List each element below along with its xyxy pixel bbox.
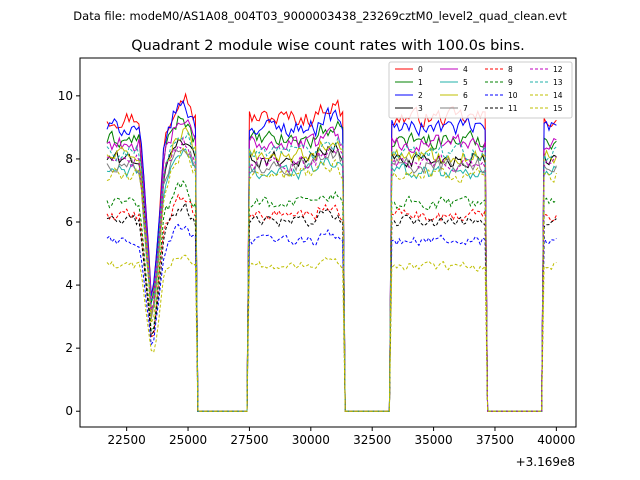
series-line-7 [106, 147, 557, 412]
legend-box [388, 61, 573, 119]
x-tick-label: 37500 [476, 433, 514, 447]
x-tick-label: 25000 [169, 433, 207, 447]
legend-label-15: 15 [553, 104, 563, 113]
x-tick-label: 27500 [230, 433, 268, 447]
series-line-1 [106, 115, 557, 412]
series-line-5 [106, 148, 557, 412]
legend-label-9: 9 [508, 78, 513, 87]
legend-label-13: 13 [553, 78, 563, 87]
series-line-4 [106, 118, 557, 412]
chart-title: Quadrant 2 module wise count rates with … [131, 38, 525, 54]
y-tick-label: 4 [65, 278, 73, 292]
legend-label-14: 14 [553, 91, 563, 100]
legend-label-3: 3 [418, 104, 423, 113]
y-tick-label: 10 [58, 89, 73, 103]
axis-ticks: 22500 25000 27500 30000 32500 35000 37500 40000… [58, 89, 576, 447]
series-line-13 [106, 131, 557, 412]
y-tick-label: 0 [65, 404, 73, 418]
series-line-6 [106, 126, 557, 412]
legend-label-10: 10 [508, 91, 518, 100]
legend-label-0: 0 [418, 65, 423, 74]
series-layer [106, 92, 557, 412]
x-tick-label: 40000 [537, 433, 575, 447]
x-tick-label: 32500 [353, 433, 391, 447]
x-tick-label: 30000 [292, 433, 330, 447]
legend-label-11: 11 [508, 104, 518, 113]
series-line-15 [106, 147, 557, 412]
series-line-11 [106, 201, 557, 412]
y-tick-label: 8 [65, 152, 73, 166]
y-tick-label: 2 [65, 341, 73, 355]
series-line-0 [106, 92, 557, 412]
legend-label-7: 7 [463, 104, 468, 113]
series-line-3 [106, 138, 557, 412]
legend-label-12: 12 [553, 65, 563, 74]
legend-label-1: 1 [418, 78, 423, 87]
chart-suptitle: Data file: modeM0/AS1A08_004T03_90000034… [73, 9, 567, 23]
series-line-8 [106, 193, 557, 412]
x-offset-text: +3.169e8 [516, 455, 575, 469]
plot-frame [79, 57, 577, 428]
legend-label-6: 6 [463, 91, 468, 100]
series-line-2 [106, 99, 557, 412]
series-line-9 [106, 180, 557, 412]
legend-label-8: 8 [508, 65, 513, 74]
legend-label-4: 4 [463, 65, 468, 74]
x-tick-label: 22500 [108, 433, 146, 447]
y-tick-label: 6 [65, 215, 73, 229]
x-tick-label: 35000 [414, 433, 452, 447]
series-line-10 [106, 223, 557, 412]
legend-label-5: 5 [463, 78, 468, 87]
series-line-12 [106, 136, 557, 412]
series-line-14 [106, 254, 557, 412]
legend-label-2: 2 [418, 91, 423, 100]
